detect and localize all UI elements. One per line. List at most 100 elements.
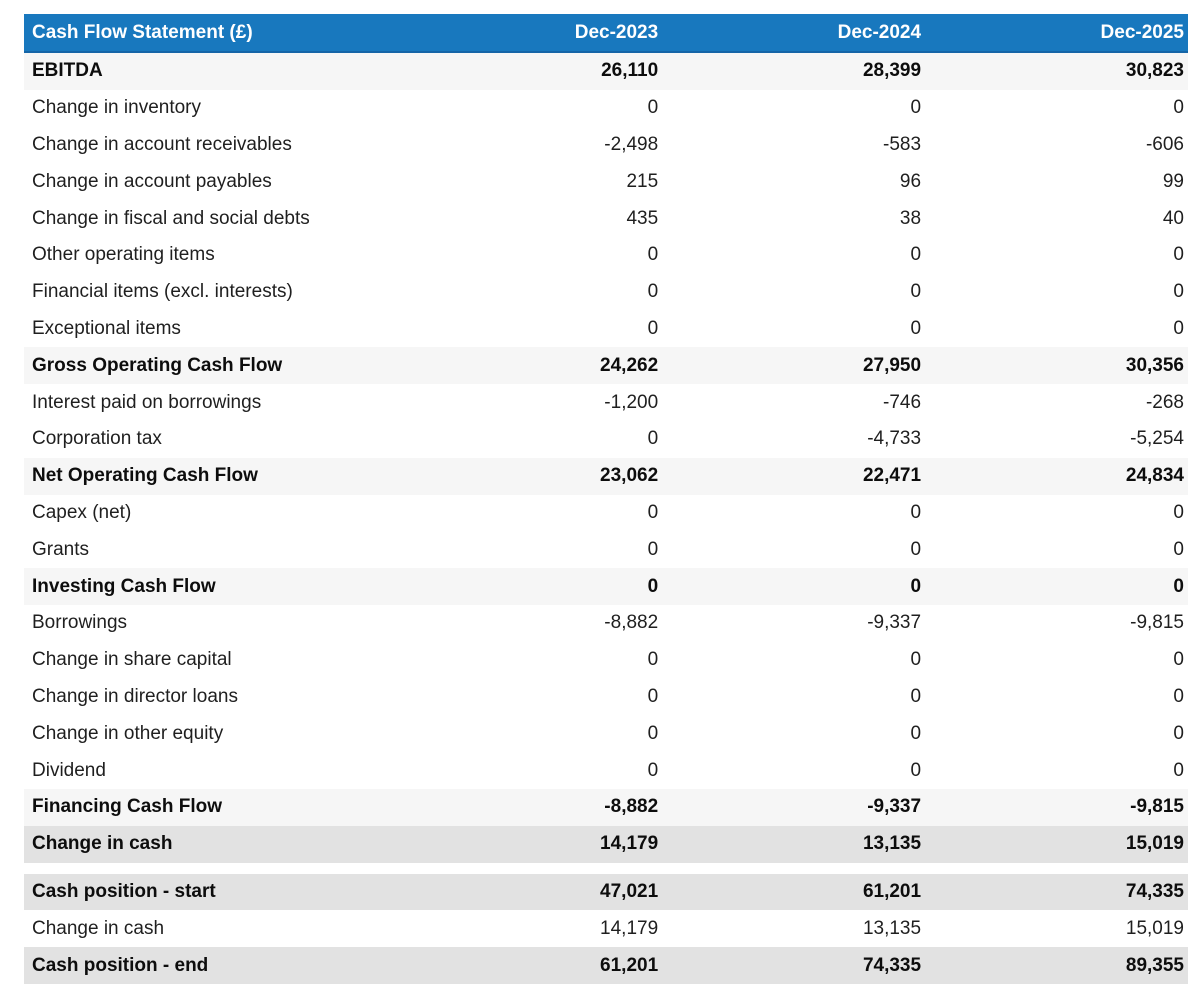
table-row: Change in account receivables -2,498 -58…: [24, 126, 1188, 164]
row-value: 0: [399, 236, 663, 274]
table-row: Change in inventory 0 0 0: [24, 89, 1188, 127]
row-value: 0: [662, 236, 926, 274]
row-value: 24,834: [925, 457, 1188, 495]
row-label: Other operating items: [24, 236, 400, 274]
row-value: 28,399: [662, 52, 926, 90]
row-value: 0: [925, 89, 1188, 127]
table-row: Change in share capital 0 0 0: [24, 641, 1188, 679]
row-value: 13,135: [662, 910, 926, 948]
row-label: Interest paid on borrowings: [24, 384, 400, 421]
row-value: 0: [399, 494, 663, 532]
row-value: 0: [662, 752, 926, 789]
table-row: Financing Cash Flow -8,882 -9,337 -9,815: [24, 788, 1188, 826]
row-value: -8,882: [399, 788, 663, 826]
row-value: 14,179: [399, 910, 663, 948]
row-value: 0: [662, 89, 926, 127]
row-value: 15,019: [925, 910, 1188, 948]
row-value: 0: [399, 89, 663, 127]
table-row: Investing Cash Flow 0 0 0: [24, 568, 1188, 605]
cashflow-table-body: EBITDA 26,110 28,399 30,823 Change in in…: [24, 52, 1188, 984]
row-value: 0: [399, 752, 663, 789]
spacer-cell: [24, 862, 1188, 874]
row-value: -606: [925, 126, 1188, 164]
row-label: Grants: [24, 531, 400, 569]
column-header-dec-2025: Dec-2025: [925, 14, 1188, 53]
row-label: Dividend: [24, 752, 400, 789]
table-row: Cash position - end 61,201 74,335 89,355: [24, 947, 1188, 984]
table-row: Change in other equity 0 0 0: [24, 715, 1188, 753]
row-value: -9,815: [925, 604, 1188, 642]
row-value: 27,950: [662, 347, 926, 385]
row-value: 0: [399, 310, 663, 348]
row-label: Change in other equity: [24, 715, 400, 753]
row-value: 13,135: [662, 825, 926, 863]
row-value: 26,110: [399, 52, 663, 90]
table-row: Capex (net) 0 0 0: [24, 494, 1188, 532]
row-value: 47,021: [399, 873, 663, 911]
table-row: Grants 0 0 0: [24, 531, 1188, 569]
row-label: Financial items (excl. interests): [24, 273, 400, 311]
row-value: 0: [399, 273, 663, 311]
table-row: EBITDA 26,110 28,399 30,823: [24, 52, 1188, 90]
row-label: Financing Cash Flow: [24, 788, 400, 826]
row-value: 0: [925, 752, 1188, 789]
row-value: 435: [399, 200, 663, 237]
table-row: Interest paid on borrowings -1,200 -746 …: [24, 384, 1188, 421]
table-row: Change in director loans 0 0 0: [24, 678, 1188, 716]
row-value: 0: [662, 531, 926, 569]
row-value: -2,498: [399, 126, 663, 164]
row-label: Net Operating Cash Flow: [24, 457, 400, 495]
row-value: 99: [925, 163, 1188, 201]
row-value: 0: [662, 568, 926, 605]
row-value: 0: [925, 310, 1188, 348]
row-value: 89,355: [925, 947, 1188, 984]
table-row: Net Operating Cash Flow 23,062 22,471 24…: [24, 457, 1188, 495]
table-row: Change in cash 14,179 13,135 15,019: [24, 825, 1188, 863]
row-value: 38: [662, 200, 926, 237]
row-value: 0: [399, 420, 663, 458]
row-value: 0: [925, 236, 1188, 274]
row-value: 0: [399, 715, 663, 753]
row-value: 15,019: [925, 825, 1188, 863]
column-header-dec-2024: Dec-2024: [662, 14, 926, 53]
table-title: Cash Flow Statement (£): [24, 14, 400, 53]
table-row: Corporation tax 0 -4,733 -5,254: [24, 420, 1188, 458]
row-value: 0: [662, 641, 926, 679]
row-label: Change in share capital: [24, 641, 400, 679]
row-value: 96: [662, 163, 926, 201]
row-value: -1,200: [399, 384, 663, 421]
row-value: 0: [662, 678, 926, 716]
row-value: -9,815: [925, 788, 1188, 826]
row-value: 0: [399, 568, 663, 605]
row-value: 0: [662, 310, 926, 348]
row-value: -268: [925, 384, 1188, 421]
row-value: -9,337: [662, 604, 926, 642]
row-value: 23,062: [399, 457, 663, 495]
row-value: -746: [662, 384, 926, 421]
row-value: -5,254: [925, 420, 1188, 458]
table-row: Change in account payables 215 96 99: [24, 163, 1188, 201]
row-label: Change in cash: [24, 825, 400, 863]
row-value: -583: [662, 126, 926, 164]
row-value: 0: [399, 531, 663, 569]
row-value: 215: [399, 163, 663, 201]
row-value: 0: [925, 641, 1188, 679]
row-label: EBITDA: [24, 52, 400, 90]
row-label: Borrowings: [24, 604, 400, 642]
row-value: 61,201: [399, 947, 663, 984]
spacer-row: [24, 862, 1188, 874]
table-row: Cash position - start 47,021 61,201 74,3…: [24, 873, 1188, 911]
table-row: Gross Operating Cash Flow 24,262 27,950 …: [24, 347, 1188, 385]
row-value: 22,471: [662, 457, 926, 495]
row-label: Change in director loans: [24, 678, 400, 716]
row-label: Change in fiscal and social debts: [24, 200, 400, 237]
row-label: Investing Cash Flow: [24, 568, 400, 605]
table-row: Financial items (excl. interests) 0 0 0: [24, 273, 1188, 311]
row-value: 0: [925, 494, 1188, 532]
row-label: Change in account payables: [24, 163, 400, 201]
table-row: Change in cash 14,179 13,135 15,019: [24, 910, 1188, 948]
row-value: 0: [925, 273, 1188, 311]
row-value: -8,882: [399, 604, 663, 642]
row-value: 30,356: [925, 347, 1188, 385]
